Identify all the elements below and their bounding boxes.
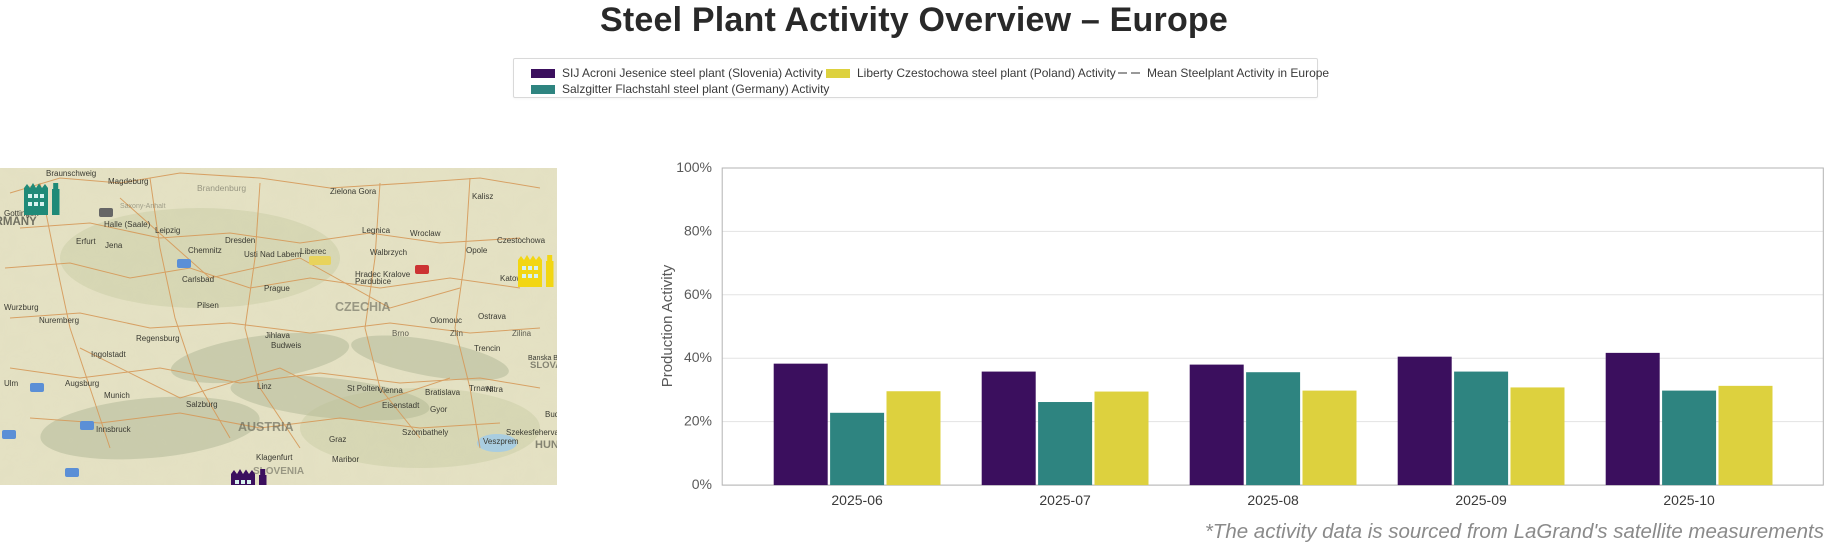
svg-text:100%: 100%: [676, 159, 712, 175]
svg-text:Brandenburg: Brandenburg: [197, 183, 246, 193]
svg-text:Dresden: Dresden: [225, 236, 255, 245]
svg-text:St Polten: St Polten: [347, 384, 379, 393]
svg-text:Zilina: Zilina: [512, 329, 532, 338]
svg-text:HUNGARY: HUNGARY: [535, 439, 557, 451]
svg-text:60%: 60%: [684, 286, 712, 302]
svg-text:Leipzig: Leipzig: [155, 226, 180, 235]
svg-text:Brno: Brno: [392, 329, 409, 338]
svg-text:Augsburg: Augsburg: [65, 379, 99, 388]
svg-text:CZECHIA: CZECHIA: [335, 300, 391, 314]
svg-text:Wroclaw: Wroclaw: [410, 229, 441, 238]
svg-text:AUSTRIA: AUSTRIA: [238, 420, 294, 434]
svg-text:Graz: Graz: [329, 435, 346, 444]
svg-text:Bratislava: Bratislava: [425, 388, 461, 397]
svg-text:Salzburg: Salzburg: [186, 400, 218, 409]
svg-text:40%: 40%: [684, 349, 712, 365]
svg-text:Jihlava: Jihlava: [265, 331, 290, 340]
svg-text:Chemnitz: Chemnitz: [188, 246, 222, 255]
svg-text:Regensburg: Regensburg: [136, 334, 180, 343]
svg-text:Production Activity: Production Activity: [659, 264, 676, 387]
svg-text:Walbrzych: Walbrzych: [370, 248, 407, 257]
svg-text:2025-06: 2025-06: [831, 492, 883, 508]
svg-text:Liberec: Liberec: [300, 247, 326, 256]
svg-text:Trencin: Trencin: [474, 344, 500, 353]
svg-text:Klagenfurt: Klagenfurt: [256, 453, 293, 462]
svg-text:2025-10: 2025-10: [1663, 492, 1715, 508]
svg-text:Munich: Munich: [104, 391, 130, 400]
svg-text:Kalisz: Kalisz: [472, 192, 493, 201]
svg-text:Erfurt: Erfurt: [76, 237, 96, 246]
svg-text:Saxony-Anhalt: Saxony-Anhalt: [120, 203, 166, 210]
svg-text:Wurzburg: Wurzburg: [4, 303, 39, 312]
svg-text:Eisenstadt: Eisenstadt: [382, 401, 420, 410]
svg-text:Budweis: Budweis: [271, 341, 301, 350]
svg-text:2025-09: 2025-09: [1455, 492, 1507, 508]
svg-text:Pardubice: Pardubice: [355, 277, 392, 286]
svg-text:Veszprem: Veszprem: [483, 437, 519, 446]
svg-text:Opole: Opole: [466, 246, 488, 255]
svg-text:2025-08: 2025-08: [1247, 492, 1299, 508]
svg-text:Linz: Linz: [257, 382, 272, 391]
svg-text:Ulm: Ulm: [4, 379, 19, 388]
svg-text:Ingolstadt: Ingolstadt: [91, 350, 126, 359]
svg-text:Usti Nad Labem: Usti Nad Labem: [244, 250, 302, 259]
svg-text:2025-07: 2025-07: [1039, 492, 1091, 508]
svg-text:Magdeburg: Magdeburg: [108, 177, 148, 186]
svg-text:Banska Bystrica: Banska Bystrica: [528, 355, 557, 362]
svg-text:Innsbruck: Innsbruck: [96, 425, 132, 434]
svg-text:Nuremberg: Nuremberg: [39, 316, 79, 325]
svg-text:Maribor: Maribor: [332, 455, 359, 464]
svg-text:Prague: Prague: [264, 284, 290, 293]
svg-text:Carlsbad: Carlsbad: [182, 275, 214, 284]
svg-text:Halle (Saale): Halle (Saale): [104, 220, 151, 229]
svg-text:20%: 20%: [684, 413, 712, 429]
svg-text:Szombathely: Szombathely: [402, 428, 448, 437]
svg-text:Zielona Gora: Zielona Gora: [330, 187, 377, 196]
svg-text:Ostrava: Ostrava: [478, 312, 507, 321]
svg-text:Legnica: Legnica: [362, 226, 391, 235]
svg-text:Nitra: Nitra: [486, 385, 503, 394]
svg-text:Vienna: Vienna: [378, 386, 403, 395]
svg-text:Budapest: Budapest: [545, 410, 557, 419]
svg-text:Pilsen: Pilsen: [197, 301, 219, 310]
svg-text:80%: 80%: [684, 222, 712, 238]
svg-text:Gyor: Gyor: [430, 405, 448, 414]
svg-text:Braunschweig: Braunschweig: [46, 169, 96, 178]
svg-text:Zlin: Zlin: [450, 329, 463, 338]
svg-text:Czestochowa: Czestochowa: [497, 236, 546, 245]
svg-text:Jena: Jena: [105, 241, 123, 250]
svg-text:Olomouc: Olomouc: [430, 316, 462, 325]
svg-text:0%: 0%: [692, 476, 712, 492]
svg-text:Szekesfehervar: Szekesfehervar: [506, 428, 557, 437]
